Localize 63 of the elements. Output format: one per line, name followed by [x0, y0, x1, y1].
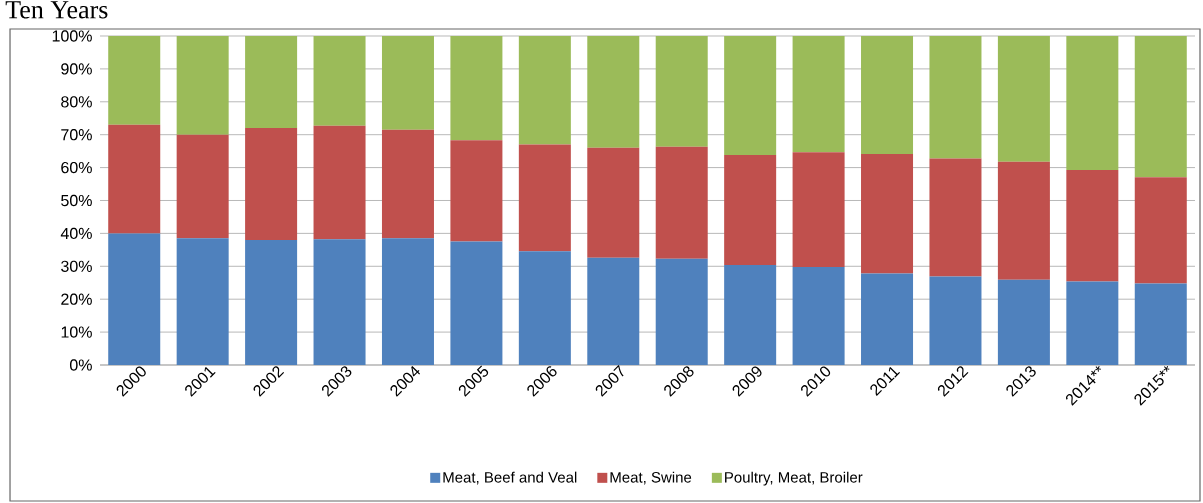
bar: [108, 124, 161, 234]
bar: [655, 258, 708, 365]
bar: [313, 239, 366, 365]
bar: [176, 238, 229, 365]
y-tick-label: 50%: [61, 194, 92, 207]
bar: [313, 125, 366, 240]
bar: [792, 35, 845, 153]
bar: [861, 154, 914, 274]
y-tick-label: 10%: [61, 326, 92, 338]
bar: [1134, 283, 1187, 365]
bar: [929, 158, 982, 277]
bar: [587, 147, 640, 258]
bar: [724, 155, 777, 265]
bar: [655, 146, 708, 259]
bar: [997, 161, 1050, 280]
bar: [655, 35, 708, 147]
bar: [861, 273, 914, 365]
legend-label: Meat, Swine: [610, 471, 692, 485]
bar: [1066, 35, 1119, 170]
bar: [724, 35, 777, 156]
y-tick-label: 80%: [61, 96, 92, 108]
y-tick-label: 0%: [69, 359, 92, 371]
y-tick-label: 30%: [61, 260, 92, 272]
bar: [997, 35, 1050, 162]
bar: [518, 251, 571, 365]
bar: [176, 134, 229, 239]
bar: [313, 35, 366, 126]
bar: [450, 35, 503, 141]
bar: [381, 129, 434, 239]
bar: [176, 35, 229, 135]
bar: [381, 238, 434, 365]
chart-title: Ten Years: [5, 1, 108, 19]
bar: [1066, 169, 1119, 282]
bar: [587, 35, 640, 148]
y-tick-label: 40%: [60, 227, 92, 240]
bar: [1066, 281, 1119, 365]
bar: [518, 144, 571, 252]
bar: [108, 35, 161, 125]
bar: [929, 35, 982, 159]
bar: [450, 241, 503, 365]
legend-label: Meat, Beef and Veal: [443, 471, 577, 485]
y-tick-label: 70%: [61, 129, 92, 141]
bar: [245, 35, 298, 129]
bar: [997, 279, 1050, 365]
bar: [450, 140, 503, 242]
bar: [587, 257, 640, 365]
bar: [724, 264, 777, 365]
y-tick-label: 90%: [61, 63, 92, 75]
bar: [792, 152, 845, 267]
y-tick-label: 60%: [61, 161, 92, 174]
legend-label: Poultry, Meat, Broiler: [725, 471, 863, 486]
bar: [861, 35, 914, 155]
y-tick-label: 100%: [52, 30, 92, 42]
y-tick-label: 20%: [61, 293, 92, 305]
bar: [108, 233, 161, 365]
bar: [381, 35, 434, 130]
bar: [1134, 35, 1187, 178]
bar: [929, 276, 982, 365]
bar: [1134, 177, 1187, 284]
bar: [245, 128, 298, 240]
bar: [518, 35, 571, 145]
bar: [245, 239, 298, 365]
bar: [792, 266, 845, 365]
